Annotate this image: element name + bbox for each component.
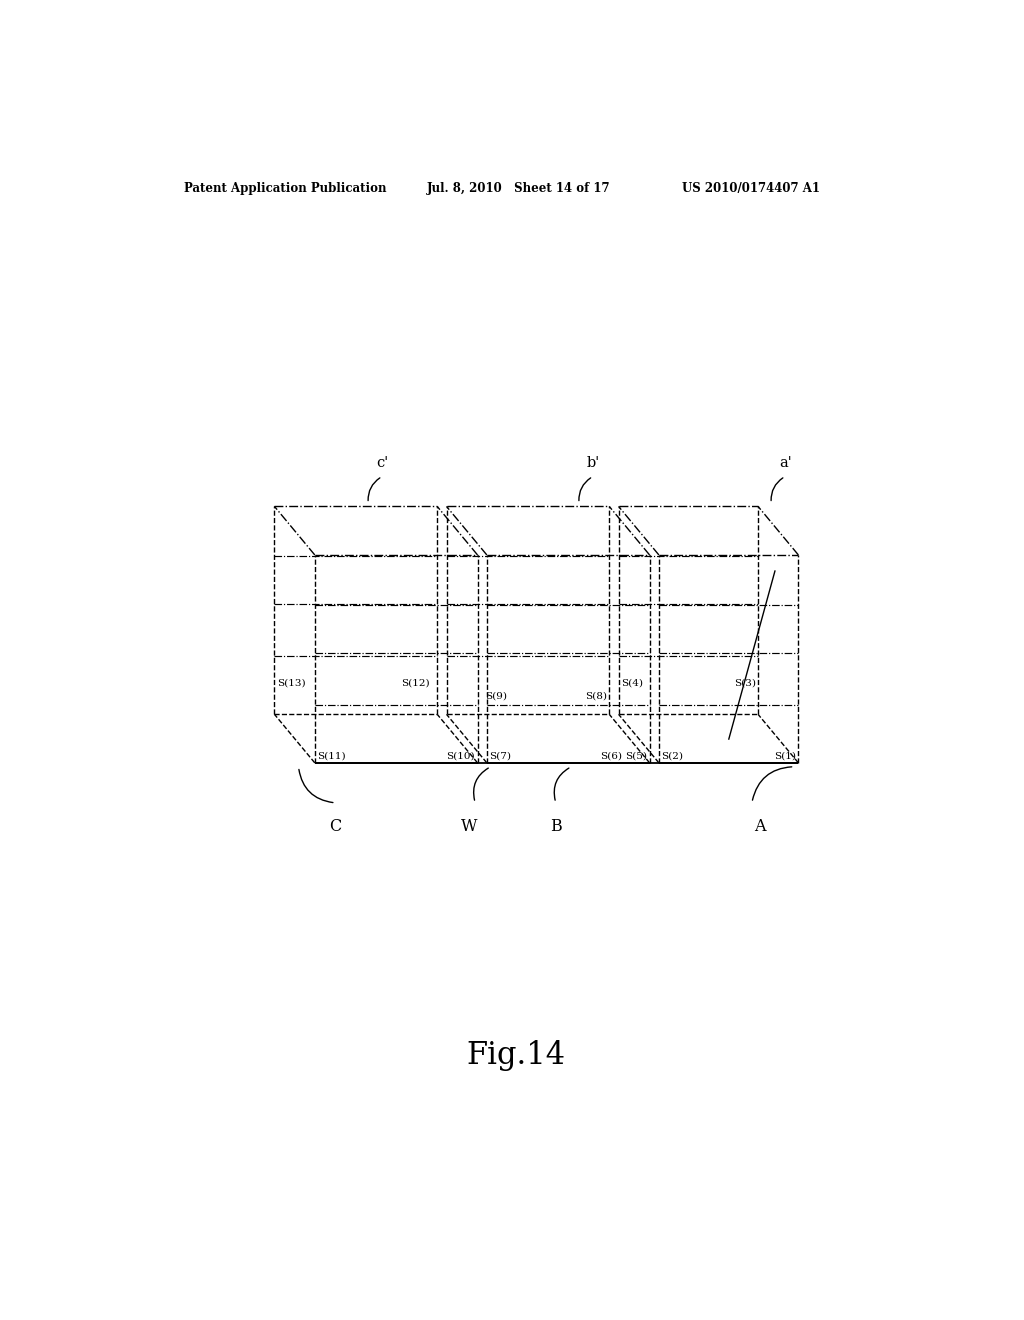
Text: Jul. 8, 2010   Sheet 14 of 17: Jul. 8, 2010 Sheet 14 of 17 — [426, 182, 610, 194]
Text: S(8): S(8) — [585, 692, 607, 701]
Text: c': c' — [376, 457, 388, 470]
Text: S(6): S(6) — [600, 751, 623, 760]
Text: S(13): S(13) — [276, 678, 305, 688]
Text: b': b' — [587, 457, 600, 470]
Text: S(7): S(7) — [489, 751, 511, 760]
Text: S(12): S(12) — [400, 678, 429, 688]
Text: S(3): S(3) — [734, 678, 756, 688]
Text: C: C — [330, 818, 342, 836]
Text: S(10): S(10) — [446, 751, 475, 760]
Text: S(2): S(2) — [662, 751, 683, 760]
Text: S(9): S(9) — [485, 692, 507, 701]
Text: B: B — [550, 818, 562, 836]
Text: US 2010/0174407 A1: US 2010/0174407 A1 — [682, 182, 820, 194]
Text: Patent Application Publication: Patent Application Publication — [183, 182, 386, 194]
Text: S(5): S(5) — [626, 751, 647, 760]
Text: A: A — [754, 818, 765, 836]
Text: W: W — [461, 818, 477, 836]
Text: S(1): S(1) — [774, 751, 796, 760]
Text: S(11): S(11) — [317, 751, 346, 760]
Text: a': a' — [779, 457, 792, 470]
Text: S(4): S(4) — [621, 678, 643, 688]
Text: Fig.14: Fig.14 — [466, 1040, 565, 1071]
